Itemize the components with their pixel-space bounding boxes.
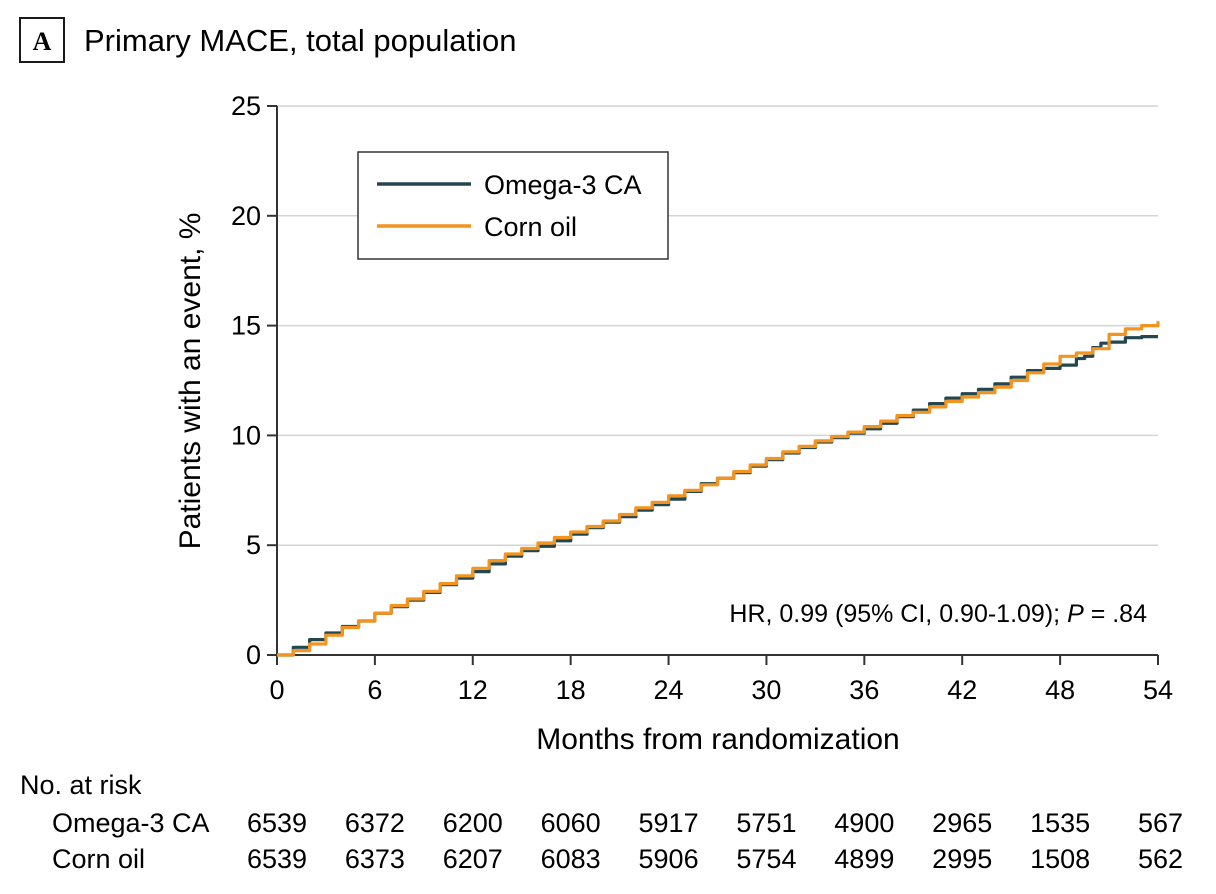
risk-value: 4899 — [834, 844, 894, 874]
x-tick-label-48: 48 — [1045, 675, 1075, 705]
chart-title: Primary MACE, total population — [84, 23, 516, 58]
x-tick-label-24: 24 — [654, 675, 684, 705]
hr-annotation-prefix: HR, 0.99 (95% CI, 0.90-1.09); — [729, 600, 1067, 628]
series-line-corn-oil — [277, 321, 1160, 657]
y-tick-label-5: 5 — [246, 530, 261, 560]
y-tick-label-20: 20 — [231, 201, 261, 231]
x-tick-label-0: 0 — [269, 675, 284, 705]
legend-label-corn-oil: Corn oil — [484, 212, 577, 242]
hr-annotation: HR, 0.99 (95% CI, 0.90-1.09); P = .84 — [729, 600, 1147, 628]
risk-value: 6200 — [443, 808, 503, 838]
risk-value: 1508 — [1030, 844, 1090, 874]
risk-value: 5751 — [736, 808, 796, 838]
risk-value: 1535 — [1030, 808, 1090, 838]
x-tick-label-12: 12 — [458, 675, 488, 705]
x-axis-title: Months from randomization — [536, 723, 900, 756]
x-tick-label-30: 30 — [751, 675, 781, 705]
risk-table: No. at risk Omega-3 CA Corn oil 6539 6372… — [20, 770, 1183, 874]
axes — [276, 106, 1158, 656]
series — [277, 321, 1160, 657]
panel-label: A — [33, 27, 52, 56]
x-tick-label-54: 54 — [1143, 675, 1173, 705]
y-ticks: 0 5 10 15 20 25 — [231, 91, 277, 670]
risk-value: 6207 — [443, 844, 503, 874]
hr-annotation-p: P — [1067, 600, 1084, 628]
legend: Omega-3 CA Corn oil — [357, 151, 669, 260]
risk-value: 567 — [1138, 808, 1183, 838]
risk-value: 5754 — [736, 844, 796, 874]
risk-table-header: No. at risk — [20, 770, 142, 800]
risk-row-label-corn-oil: Corn oil — [52, 844, 145, 874]
y-axis-title: Patients with an event, % — [174, 213, 207, 550]
risk-value: 6539 — [247, 844, 307, 874]
legend-label-omega3: Omega-3 CA — [484, 170, 642, 200]
hr-annotation-suffix: = .84 — [1084, 600, 1147, 628]
legend-box — [357, 151, 669, 260]
risk-value: 5906 — [639, 844, 699, 874]
risk-value: 6539 — [247, 808, 307, 838]
x-tick-label-42: 42 — [947, 675, 977, 705]
panel-label-box — [19, 17, 65, 63]
risk-value: 6083 — [541, 844, 601, 874]
risk-value: 6060 — [541, 808, 601, 838]
risk-value: 5917 — [639, 808, 699, 838]
y-tick-label-25: 25 — [231, 91, 261, 121]
x-tick-label-18: 18 — [556, 675, 586, 705]
risk-value: 2995 — [932, 844, 992, 874]
x-tick-label-6: 6 — [367, 675, 382, 705]
risk-value: 2965 — [932, 808, 992, 838]
risk-value: 6373 — [345, 844, 405, 874]
x-tick-label-36: 36 — [849, 675, 879, 705]
x-ticks: 0 6 12 18 24 30 36 42 48 54 — [269, 655, 1173, 705]
y-tick-label-0: 0 — [246, 640, 261, 670]
risk-value: 4900 — [834, 808, 894, 838]
y-tick-label-10: 10 — [231, 420, 261, 450]
y-tick-label-15: 15 — [231, 311, 261, 341]
risk-value: 562 — [1138, 844, 1183, 874]
risk-value: 6372 — [345, 808, 405, 838]
risk-row-label-omega3: Omega-3 CA — [52, 808, 210, 838]
